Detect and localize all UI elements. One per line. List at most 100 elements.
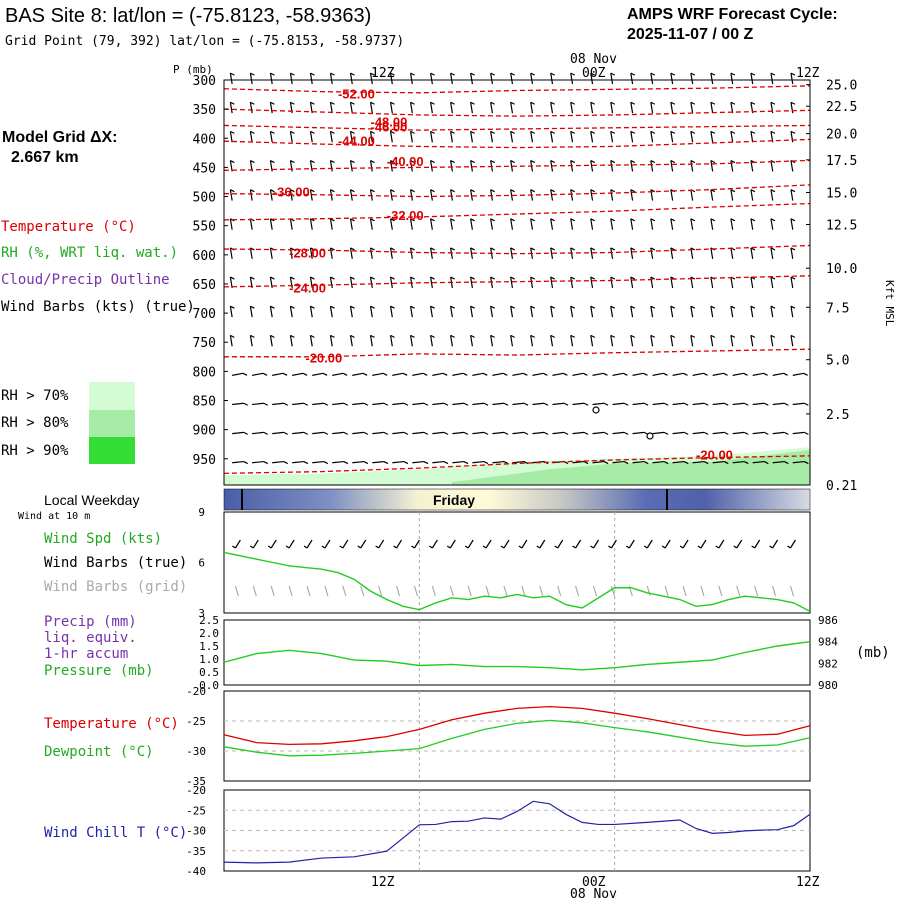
wind-barb — [272, 402, 284, 406]
wind-barb-flag — [703, 431, 709, 435]
calm-wind-marker — [592, 406, 600, 414]
wind-barbs-true-label: Wind Barbs (true) — [44, 555, 187, 571]
wind-barb-flag — [670, 159, 676, 164]
pressure-tick-label: 650 — [193, 278, 216, 293]
wind-barb-flag — [350, 305, 355, 309]
wind-barb — [770, 247, 774, 259]
wind-barb — [590, 102, 594, 114]
wind-barb — [712, 431, 725, 435]
wind-barb-flag — [570, 334, 576, 338]
wind-barb — [450, 306, 453, 318]
wind-barb — [690, 218, 694, 230]
wind-barb — [272, 372, 284, 376]
wind-barb — [312, 431, 324, 435]
true-wind-barb-flag — [733, 545, 738, 549]
wind-barb — [349, 73, 353, 85]
legend-wind-barbs: Wind Barbs (kts) (true) — [1, 299, 195, 315]
wind-barb — [530, 218, 534, 230]
grid-wind-barb — [306, 585, 311, 597]
wind-barb — [312, 460, 324, 464]
wind-barb — [429, 160, 433, 172]
wind-barb — [630, 131, 634, 143]
true-wind-barb-flag — [285, 545, 290, 549]
pressure-tick-label: 450 — [193, 161, 216, 176]
wind-barb — [269, 131, 273, 143]
wind-barb-flag — [690, 218, 696, 222]
wind-barb-flag — [290, 305, 295, 309]
isotherm-label: -28.00 — [289, 246, 326, 261]
wind-barb — [309, 102, 313, 114]
wind-barb — [672, 460, 685, 464]
wind-barb-flag — [790, 334, 796, 338]
wind-barb — [229, 73, 233, 85]
wind-barb-flag — [804, 402, 809, 406]
wind-barb-flag — [370, 72, 375, 76]
grid-wind-barb — [539, 585, 544, 597]
wind-barb-flag — [730, 218, 736, 222]
wind-barb — [492, 431, 505, 435]
top-time-tick-00z: 00Z — [582, 66, 606, 81]
grid-wind-barb — [342, 585, 347, 597]
wind-barb — [470, 306, 473, 318]
wind-barb — [710, 276, 714, 289]
true-wind-barb — [324, 539, 331, 549]
wind-barb-flag — [283, 402, 289, 406]
wind-barb — [450, 102, 453, 114]
grid-wind-barb — [700, 585, 705, 597]
wind-barb-flag — [430, 72, 435, 76]
grid-wind-barb — [395, 585, 401, 597]
true-wind-barb-flag — [429, 545, 433, 549]
wind-barb-flag — [510, 305, 515, 309]
wind-barb-flag — [450, 72, 455, 76]
wind-barb-flag — [770, 159, 776, 164]
wind-barb — [752, 431, 765, 435]
wind-barb-flag — [770, 247, 776, 251]
wind-barb-flag — [403, 402, 409, 406]
pressure-tick: 980 — [818, 679, 838, 692]
height-tick-label: 22.5 — [826, 100, 857, 115]
wind-barb — [232, 372, 244, 376]
wind-barb-flag — [623, 460, 629, 465]
wind-barb-flag — [630, 247, 636, 251]
wind-barb-flag — [710, 218, 716, 222]
wind-barb-flag — [370, 101, 375, 105]
wind-barb-flag — [490, 305, 495, 309]
wind-barb-flag — [630, 218, 636, 222]
pressure-tick-label: 300 — [193, 74, 216, 89]
wind-barb-flag — [570, 305, 576, 309]
wind-barb-flag — [750, 101, 756, 105]
wind-barb — [472, 431, 485, 435]
wind-barb-flag — [470, 334, 475, 338]
wind-barb — [450, 160, 453, 172]
pressure-tick-label: 800 — [193, 365, 216, 380]
wind-barb — [650, 102, 654, 114]
wind-barb-flag — [730, 72, 736, 76]
true-wind-barb — [754, 539, 761, 549]
wind-barb-flag — [290, 247, 295, 251]
wind-barb-flag — [310, 218, 315, 222]
wind-barb — [612, 402, 625, 406]
wind-barb — [409, 189, 413, 201]
wind-barb — [389, 247, 393, 259]
wind-barb-flag — [483, 372, 488, 376]
wind-barb-flag — [270, 276, 275, 280]
wind-barb-flag — [370, 334, 375, 338]
wind-barb — [710, 131, 714, 143]
wind-barb — [750, 335, 754, 347]
wind-barb — [790, 335, 794, 347]
wind-barb-flag — [690, 130, 696, 134]
wind-barb-flag — [330, 276, 335, 280]
wind-barb — [572, 402, 585, 406]
wind-barb-flag — [310, 305, 315, 309]
true-wind-barb-flag — [661, 545, 666, 549]
pressure-tick-label: 350 — [193, 103, 216, 118]
wind-barb-flag — [790, 101, 796, 105]
wind-barb-flag — [530, 130, 535, 134]
wind-barb-flag — [403, 431, 409, 435]
wind-barb-flag — [530, 218, 535, 222]
temperature-series-label: Temperature (°C) — [44, 716, 179, 732]
wind-barb — [792, 431, 805, 435]
wind-barb-flag — [510, 218, 515, 222]
wind-barb — [670, 218, 674, 230]
wind-barb-flag — [370, 276, 375, 280]
